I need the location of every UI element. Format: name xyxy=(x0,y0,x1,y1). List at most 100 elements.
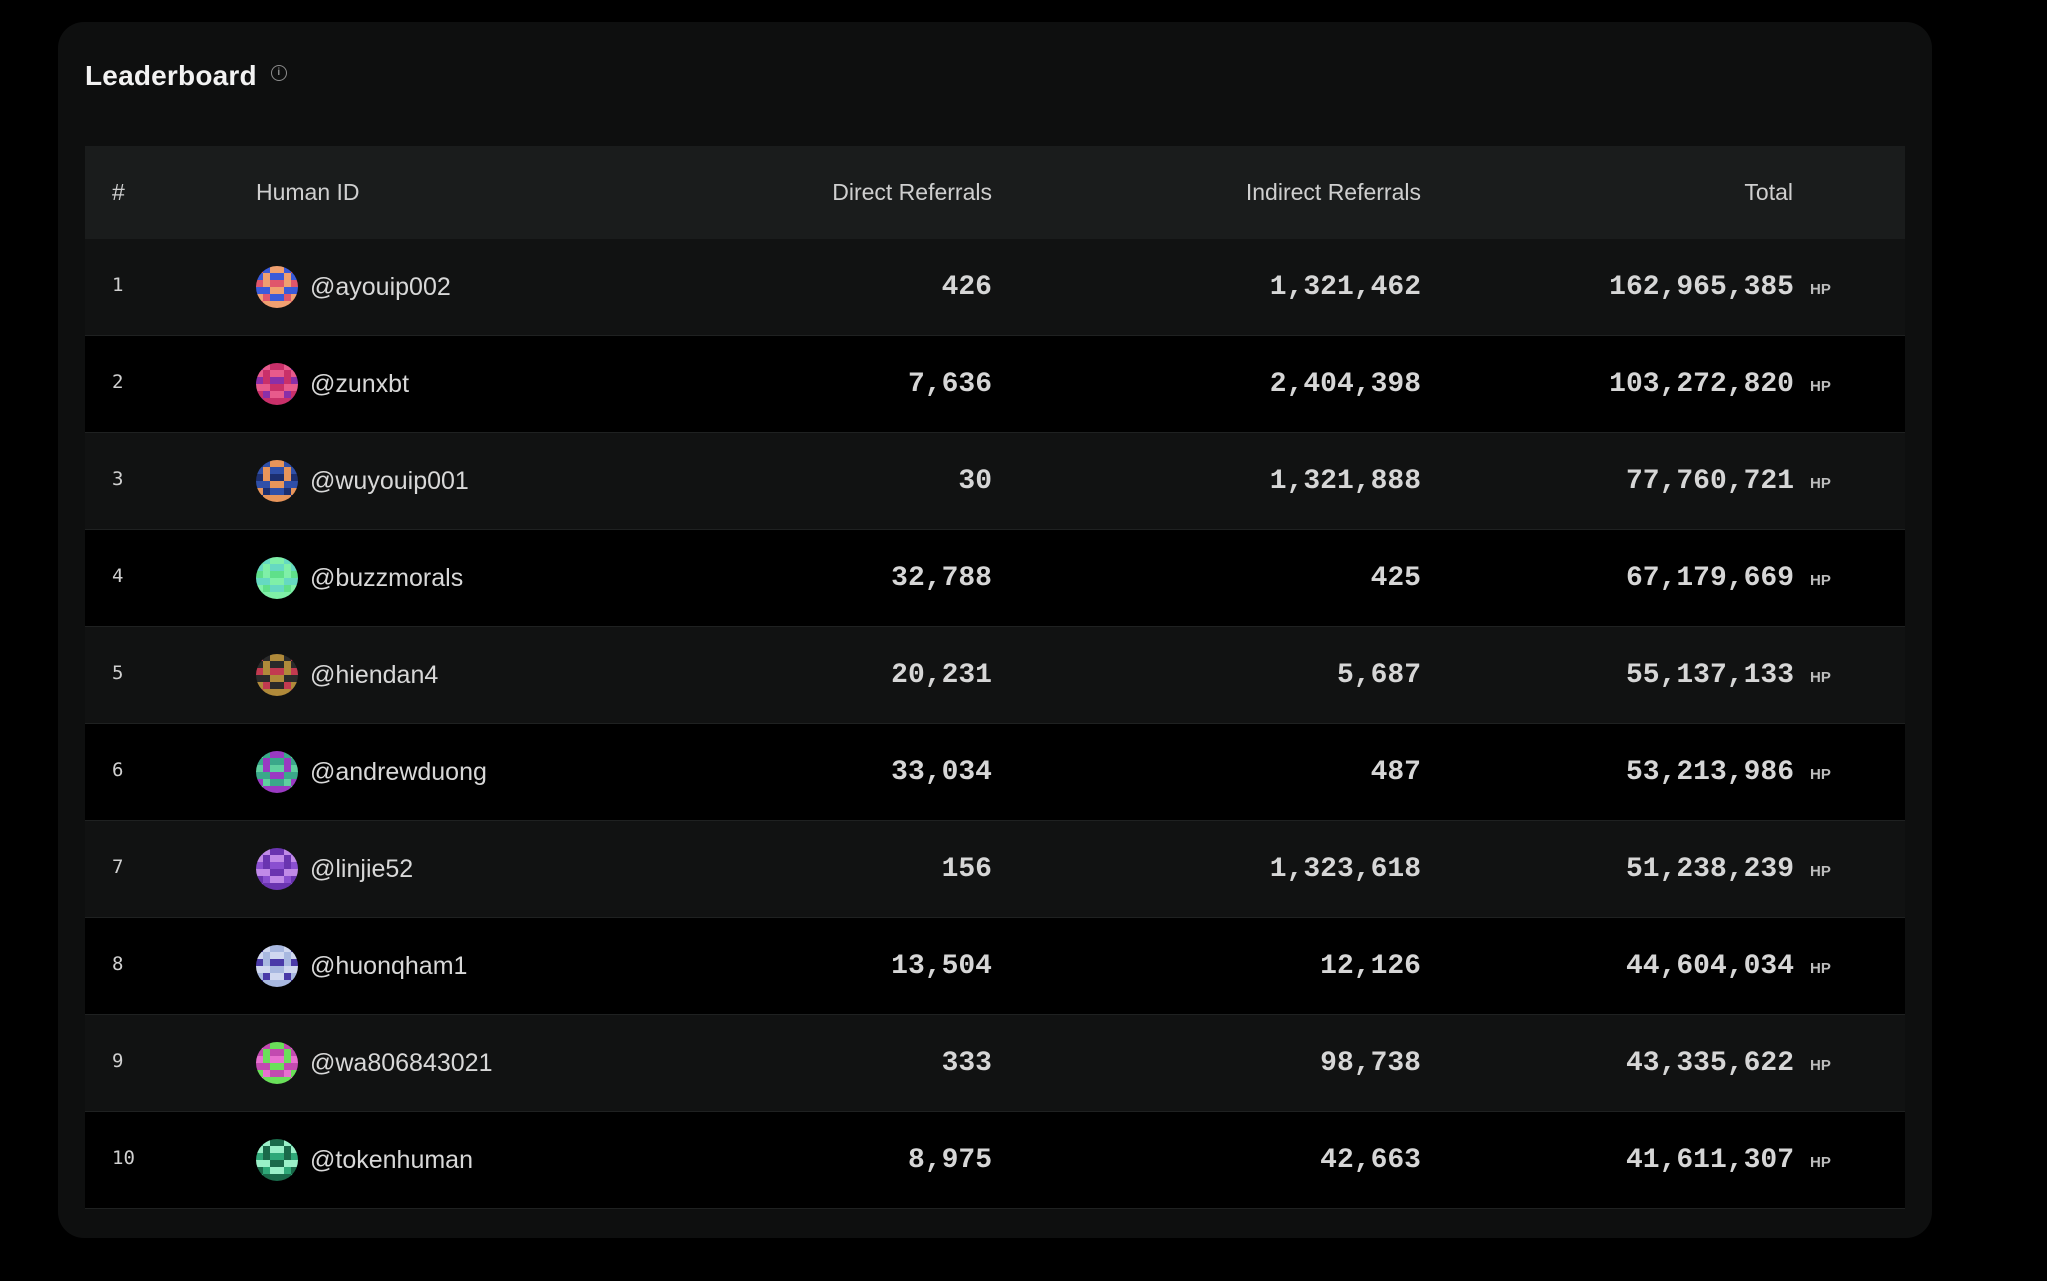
human-id-link[interactable]: @andrewduong xyxy=(310,757,487,786)
indirect-referrals-value: 2,404,398 xyxy=(1269,368,1421,400)
avatar xyxy=(256,460,298,502)
hp-unit-label: HP xyxy=(1810,959,1831,977)
human-id-cell: @zunxbt xyxy=(256,363,606,405)
indirect-referrals-value: 12,126 xyxy=(1320,950,1421,982)
table-row[interactable]: 7 @linjie52 156 1,323,618 51,238,239 HP xyxy=(85,821,1905,918)
human-id-cell: @wuyouip001 xyxy=(256,460,606,502)
direct-referrals-value: 7,636 xyxy=(907,368,992,400)
hp-unit-label: HP xyxy=(1810,765,1831,783)
avatar xyxy=(256,848,298,890)
human-id-link[interactable]: @ayouip002 xyxy=(310,272,451,301)
rank-number: 7 xyxy=(112,856,124,878)
total-value: 77,760,721 xyxy=(1625,465,1794,497)
page-title: Leaderboard xyxy=(85,60,257,91)
human-id-link[interactable]: @wa806843021 xyxy=(310,1048,493,1077)
total-cell: 55,137,133 HP xyxy=(1421,660,1850,691)
human-id-cell: @andrewduong xyxy=(256,751,606,793)
column-header-rank: # xyxy=(112,179,125,205)
direct-referrals-value: 20,231 xyxy=(891,659,992,691)
human-id-link[interactable]: @zunxbt xyxy=(310,369,410,398)
column-header-direct-referrals: Direct Referrals xyxy=(832,179,992,205)
human-id-link[interactable]: @hiendan4 xyxy=(310,660,439,689)
table-row[interactable]: 2 @zunxbt 7,636 2,404,398 103,272,820 HP xyxy=(85,336,1905,433)
total-cell: 51,238,239 HP xyxy=(1421,854,1850,885)
total-cell: 162,965,385 HP xyxy=(1421,272,1850,303)
hp-unit-label: HP xyxy=(1810,474,1831,492)
rank-number: 1 xyxy=(112,274,124,296)
table-row[interactable]: 1 @ayouip002 426 1,321,462 162,965,385 HP xyxy=(85,239,1905,336)
avatar xyxy=(256,945,298,987)
rank-number: 4 xyxy=(112,565,124,587)
direct-referrals-value: 8,975 xyxy=(907,1144,992,1176)
table-row[interactable]: 4 @buzzmorals 32,788 425 67,179,669 HP xyxy=(85,530,1905,627)
rank-cell: 4 xyxy=(85,565,256,587)
indirect-referrals-value: 5,687 xyxy=(1336,659,1421,691)
total-value: 103,272,820 xyxy=(1609,368,1794,400)
total-value: 67,179,669 xyxy=(1625,562,1794,594)
direct-referrals-value: 32,788 xyxy=(891,562,992,594)
direct-referrals-value: 30 xyxy=(958,465,992,497)
rank-number: 5 xyxy=(112,662,124,684)
table-row[interactable]: 9 @wa806843021 333 98,738 43,335,622 HP xyxy=(85,1015,1905,1112)
human-id-cell: @hiendan4 xyxy=(256,654,606,696)
indirect-referrals-value: 98,738 xyxy=(1320,1047,1421,1079)
direct-referrals-value: 426 xyxy=(941,271,992,303)
human-id-link[interactable]: @linjie52 xyxy=(310,854,414,883)
avatar xyxy=(256,751,298,793)
rank-number: 9 xyxy=(112,1050,124,1072)
human-id-cell: @wa806843021 xyxy=(256,1042,606,1084)
rank-number: 3 xyxy=(112,468,124,490)
indirect-referrals-value: 42,663 xyxy=(1320,1144,1421,1176)
human-id-cell: @tokenhuman xyxy=(256,1139,606,1181)
human-id-link[interactable]: @tokenhuman xyxy=(310,1145,473,1174)
hp-unit-label: HP xyxy=(1810,668,1831,686)
total-cell: 77,760,721 HP xyxy=(1421,466,1850,497)
hp-unit-label: HP xyxy=(1810,571,1831,589)
rank-number: 8 xyxy=(112,953,124,975)
avatar xyxy=(256,1139,298,1181)
indirect-referrals-value: 425 xyxy=(1370,562,1421,594)
rank-cell: 9 xyxy=(85,1050,256,1072)
avatar xyxy=(256,1042,298,1084)
total-value: 41,611,307 xyxy=(1625,1144,1794,1176)
rank-number: 2 xyxy=(112,371,124,393)
table-body: 1 @ayouip002 426 1,321,462 162,965,385 HP 2 @zu… xyxy=(85,239,1905,1209)
rank-cell: 2 xyxy=(85,371,256,393)
direct-referrals-value: 13,504 xyxy=(891,950,992,982)
total-cell: 44,604,034 HP xyxy=(1421,951,1850,982)
rank-number: 6 xyxy=(112,759,124,781)
avatar xyxy=(256,363,298,405)
human-id-cell: @huonqham1 xyxy=(256,945,606,987)
table-row[interactable]: 10 @tokenhuman 8,975 42,663 41,611,307 HP xyxy=(85,1112,1905,1209)
total-cell: 67,179,669 HP xyxy=(1421,563,1850,594)
direct-referrals-value: 333 xyxy=(941,1047,992,1079)
info-icon[interactable]: i xyxy=(270,65,287,81)
total-value: 162,965,385 xyxy=(1609,271,1794,303)
table-row[interactable]: 6 @andrewduong 33,034 487 53,213,986 HP xyxy=(85,724,1905,821)
total-cell: 41,611,307 HP xyxy=(1421,1145,1850,1176)
column-header-indirect-referrals: Indirect Referrals xyxy=(1245,179,1421,205)
avatar xyxy=(256,654,298,696)
column-header-total: Total xyxy=(1744,179,1793,205)
hp-unit-label: HP xyxy=(1810,377,1831,395)
avatar xyxy=(256,557,298,599)
total-value: 53,213,986 xyxy=(1625,756,1794,788)
table-row[interactable]: 5 @hiendan4 20,231 5,687 55,137,133 HP xyxy=(85,627,1905,724)
rank-cell: 5 xyxy=(85,662,256,684)
indirect-referrals-value: 1,321,462 xyxy=(1269,271,1421,303)
human-id-link[interactable]: @wuyouip001 xyxy=(310,466,469,495)
human-id-cell: @linjie52 xyxy=(256,848,606,890)
rank-cell: 7 xyxy=(85,856,256,878)
direct-referrals-value: 156 xyxy=(941,853,992,885)
table-row[interactable]: 8 @huonqham1 13,504 12,126 44,604,034 HP xyxy=(85,918,1905,1015)
human-id-cell: @ayouip002 xyxy=(256,266,606,308)
leaderboard-table: # Human ID Direct Referrals Indirect Ref… xyxy=(85,146,1905,1209)
total-cell: 53,213,986 HP xyxy=(1421,757,1850,788)
human-id-link[interactable]: @huonqham1 xyxy=(310,951,468,980)
hp-unit-label: HP xyxy=(1810,862,1831,880)
total-cell: 43,335,622 HP xyxy=(1421,1048,1850,1079)
human-id-link[interactable]: @buzzmorals xyxy=(310,563,464,592)
rank-cell: 1 xyxy=(85,274,256,296)
table-row[interactable]: 3 @wuyouip001 30 1,321,888 77,760,721 HP xyxy=(85,433,1905,530)
table-header: # Human ID Direct Referrals Indirect Ref… xyxy=(85,146,1905,239)
